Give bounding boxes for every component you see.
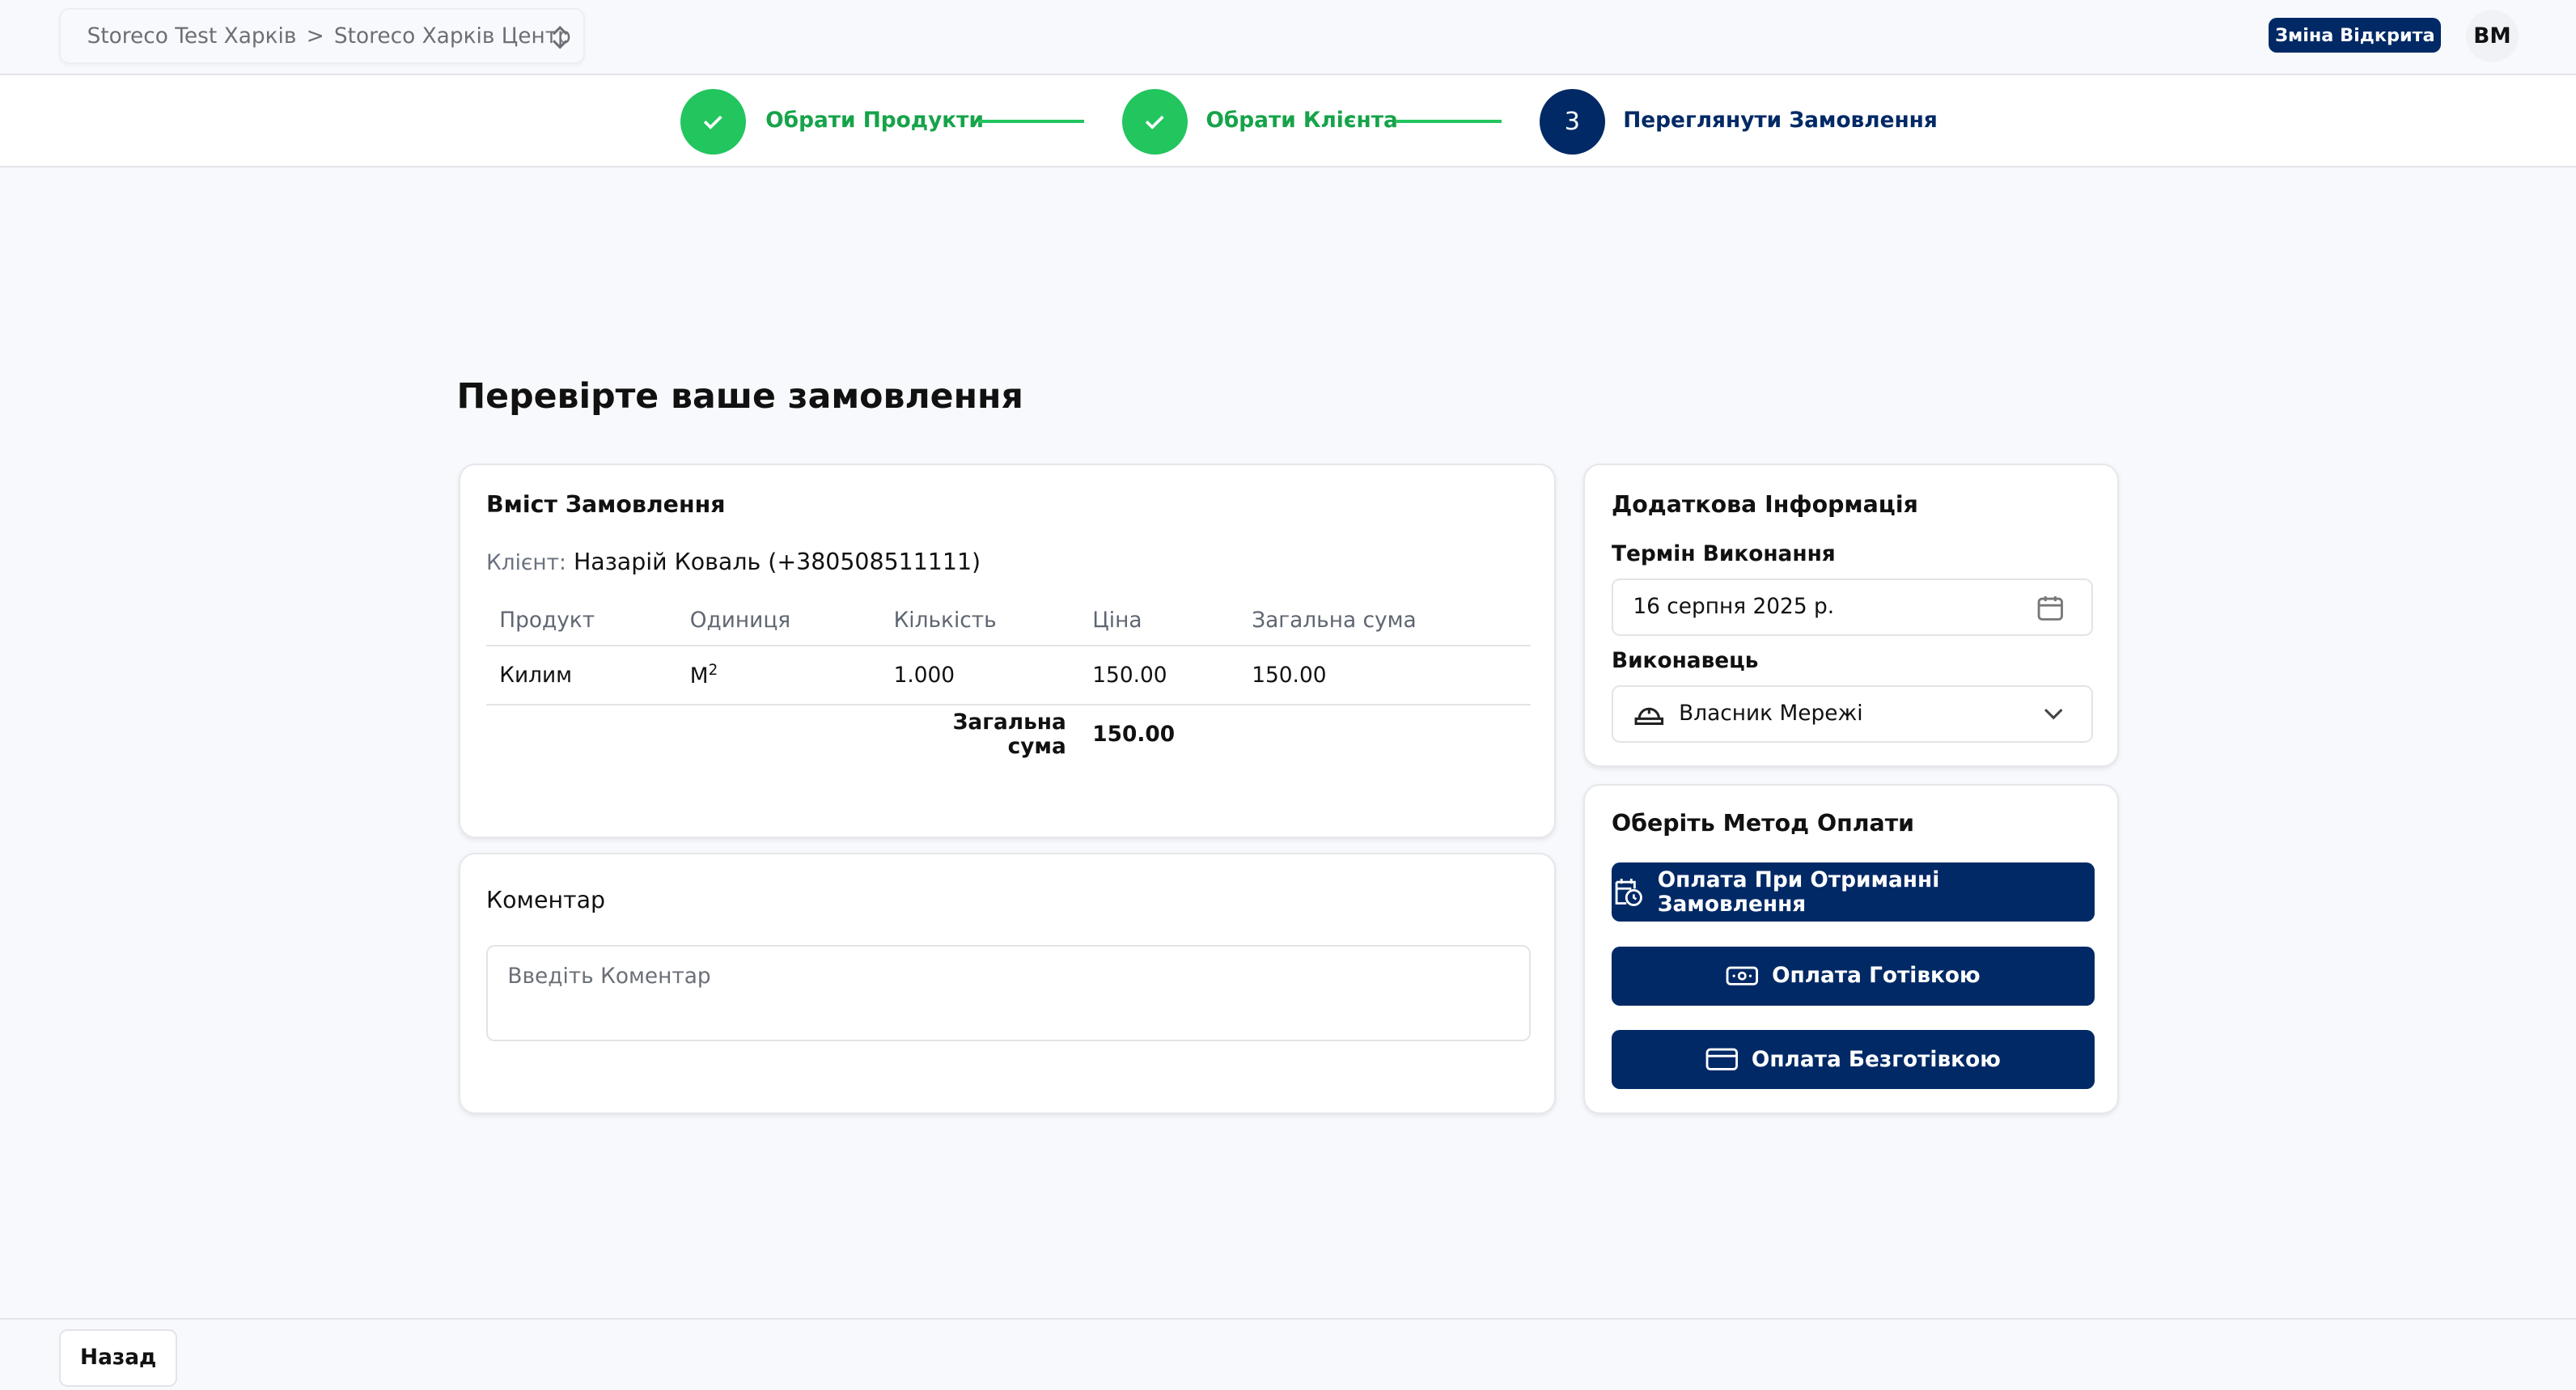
step-2-label: Обрати Клієнта: [1205, 108, 1398, 133]
chevron-down-icon: [2044, 709, 2063, 720]
column-header: Кількість: [880, 596, 1080, 646]
client-info: Клієнт: Назарій Коваль (+380508511111): [486, 549, 981, 575]
order-contents-title: Вміст Замовлення: [486, 491, 726, 519]
step-3-number: 3: [1539, 88, 1605, 155]
deadline-value: 16 серпня 2025 р.: [1633, 595, 1835, 620]
comment-input[interactable]: Введіть Коментар: [486, 944, 1532, 1042]
chevron-up-down-icon: [553, 26, 568, 49]
payment-method-title: Оберіть Метод Оплати: [1611, 810, 1915, 837]
hard-hat-icon: [1634, 707, 1664, 725]
footer: Назад: [0, 1317, 2576, 1390]
additional-info-card: Додаткова Інформація Термін Виконання 16…: [1583, 463, 2120, 768]
step-connector: [979, 120, 1085, 124]
total-row: Загальна сума 150.00: [486, 705, 1531, 764]
button-label: Оплата Готівкою: [1772, 964, 1981, 989]
button-label: Оплата При Отриманні Замовлення: [1657, 867, 1940, 917]
column-header: Ціна: [1079, 596, 1239, 646]
table-header: Продукт Одиниця Кількість Ціна Загальна …: [486, 596, 1532, 646]
executor-label: Виконавець: [1611, 649, 1759, 674]
qty-cell: 1.000: [880, 645, 1080, 706]
step-2-check-icon: [1121, 88, 1188, 155]
column-header: Загальна сума: [1238, 596, 1532, 646]
calendar-clock-icon: [1615, 879, 1642, 907]
calendar-icon[interactable]: [2036, 593, 2065, 623]
pay-on-receipt-button[interactable]: Оплата При Отриманні Замовлення: [1611, 862, 2095, 922]
unit-superscript: 2: [708, 662, 718, 680]
product-cell: Килим: [486, 645, 677, 706]
deadline-date-picker[interactable]: 16 серпня 2025 р.: [1611, 578, 2093, 636]
comment-card: Коментар Введіть Коментар: [458, 852, 1556, 1114]
order-table: Продукт Одиниця Кількість Ціна Загальна …: [486, 596, 1532, 764]
order-contents-card: Вміст Замовлення Клієнт: Назарій Коваль …: [458, 463, 1556, 838]
button-label: Оплата Безготівкою: [1751, 1047, 2001, 1072]
store-name: Storeco Харків Центр: [333, 23, 571, 49]
table-row: Килим М2 1.000 150.00 150.00: [486, 645, 1532, 706]
org-name: Storeco Test Харків: [87, 23, 297, 49]
deadline-label: Термін Виконання: [1611, 542, 1836, 567]
comment-title: Коментар: [486, 887, 606, 914]
total-cell: 150.00: [1238, 645, 1532, 706]
top-bar: Storeco Test Харків > Storeco Харків Цен…: [0, 0, 2576, 76]
payment-method-card: Оберіть Метод Оплати Оплата При Отриманн…: [1583, 783, 2120, 1114]
total-value: 150.00: [1092, 723, 1176, 748]
step-1-check-icon: [680, 88, 746, 155]
banknote-icon: [1726, 966, 1759, 985]
store-selector[interactable]: Storeco Test Харків > Storeco Харків Цен…: [59, 8, 585, 65]
unit-cell: М2: [676, 645, 881, 706]
step-1-label: Обрати Продукти: [765, 108, 984, 133]
unit: М: [689, 663, 709, 689]
client-label: Клієнт:: [486, 551, 566, 576]
back-button[interactable]: Назад: [59, 1329, 178, 1387]
credit-card-icon: [1705, 1049, 1739, 1071]
total-label: Загальна сума: [952, 710, 1066, 760]
pay-cash-button[interactable]: Оплата Готівкою: [1611, 946, 2095, 1006]
step-connector: [1396, 120, 1502, 124]
column-header: Продукт: [486, 596, 677, 646]
shift-status-badge[interactable]: Зміна Відкрита: [2269, 18, 2442, 53]
executor-select[interactable]: Власник Мережі: [1611, 684, 2093, 743]
price-cell: 150.00: [1079, 645, 1239, 706]
avatar[interactable]: ВМ: [2465, 10, 2519, 63]
step-3-label: Переглянути Замовлення: [1623, 108, 1938, 133]
pay-card-button[interactable]: Оплата Безготівкою: [1611, 1030, 2095, 1090]
stepper: Обрати Продукти Обрати Клієнта 3 Перегля…: [0, 75, 2576, 168]
executor-value: Власник Мережі: [1679, 701, 1863, 727]
column-header: Одиниця: [676, 596, 881, 646]
client-value: Назарій Коваль (+380508511111): [573, 549, 981, 576]
additional-info-title: Додаткова Інформація: [1611, 491, 1918, 519]
breadcrumb-separator: >: [306, 23, 324, 49]
page-title: Перевірте ваше замовлення: [456, 376, 1023, 417]
